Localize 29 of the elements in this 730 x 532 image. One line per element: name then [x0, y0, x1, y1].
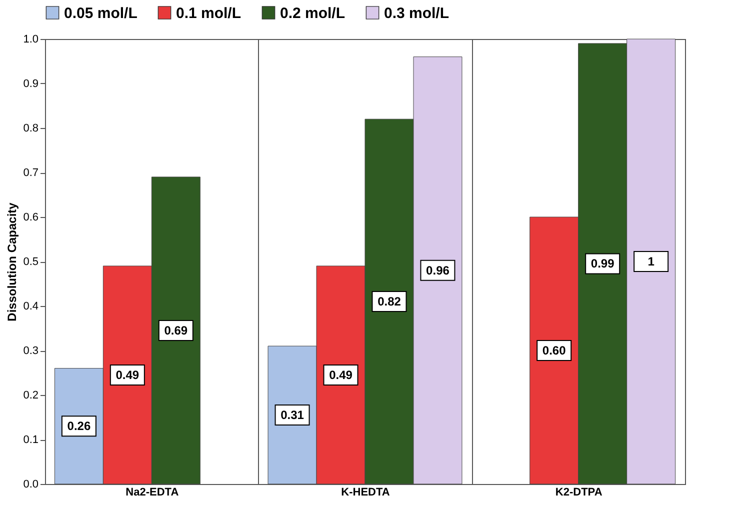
data-label: 0.49 [116, 368, 140, 382]
y-tick-label: 0.7 [23, 167, 38, 179]
y-tick-label: 1.0 [23, 34, 38, 46]
legend-label: 0.3 mol/L [384, 4, 450, 22]
data-label: 0.49 [329, 368, 353, 382]
y-tick-label: 0.4 [23, 300, 38, 312]
y-tick-label: 0.5 [23, 256, 38, 268]
data-label: 1 [648, 254, 655, 268]
y-tick-label: 0.3 [23, 345, 38, 357]
legend-label: 0.1 mol/L [176, 4, 242, 22]
x-tick-label: K2-DTPA [555, 486, 602, 498]
x-tick-label: Na2-EDTA [126, 486, 179, 498]
y-tick-label: 0.8 [23, 122, 38, 134]
legend-label: 0.05 mol/L [64, 4, 138, 22]
y-tick-label: 0.2 [23, 390, 38, 402]
data-label: 0.69 [164, 323, 188, 338]
y-tick-label: 0.1 [23, 434, 38, 446]
legend-label: 0.2 mol/L [280, 4, 346, 22]
y-axis-title: Dissolution Capacity [5, 202, 20, 322]
data-label: 0.26 [67, 419, 91, 434]
data-label: 0.31 [280, 408, 304, 422]
data-label: 0.99 [590, 256, 615, 271]
data-label: 0.96 [426, 263, 450, 278]
data-label: 0.60 [542, 344, 566, 358]
y-tick-label: 0.0 [23, 478, 38, 490]
x-tick-label: K-HEDTA [341, 486, 390, 498]
y-tick-label: 0.6 [23, 212, 38, 224]
data-label: 0.82 [378, 294, 402, 309]
y-tick-label: 0.9 [23, 78, 38, 90]
